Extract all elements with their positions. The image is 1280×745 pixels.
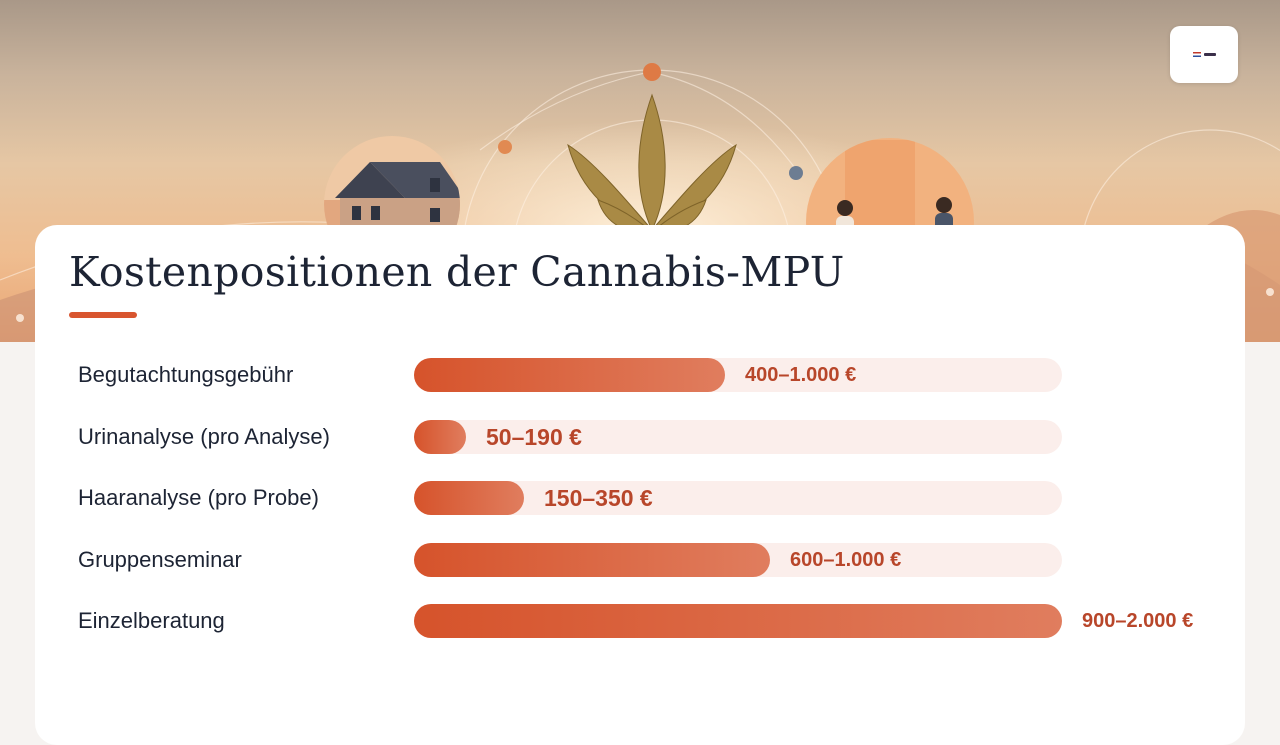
logo-wordmark bbox=[1203, 53, 1216, 56]
data-label: 400–1.000 € bbox=[745, 364, 857, 386]
bar bbox=[414, 542, 770, 577]
flag-icon bbox=[1192, 52, 1201, 57]
bar bbox=[414, 358, 725, 392]
cannabis-leaf-icon bbox=[567, 93, 737, 234]
bar-row: Haaranalyse (pro Probe) 150–350 € bbox=[0, 480, 1280, 516]
brand-logo-icon bbox=[1192, 52, 1216, 57]
bar bbox=[414, 481, 524, 515]
data-label: 900–2.000 € bbox=[1082, 610, 1194, 632]
bar bbox=[414, 419, 466, 454]
data-label: 600–1.000 € bbox=[790, 548, 902, 571]
chart-title: Kostenpositionen der Cannabis-MPU bbox=[69, 248, 845, 296]
title-underline bbox=[69, 312, 137, 318]
category-label: Begutachtungsgebühr bbox=[78, 362, 294, 387]
category-label: Haaranalyse (pro Probe) bbox=[78, 485, 319, 510]
bar-row: Einzelberatung 900–2.000 € bbox=[0, 603, 1280, 639]
category-label: Einzelberatung bbox=[78, 608, 225, 633]
bar-track bbox=[414, 419, 1062, 454]
bar bbox=[414, 604, 1062, 638]
data-label: 50–190 € bbox=[486, 423, 582, 450]
data-label: 150–350 € bbox=[544, 485, 653, 511]
brand-logo[interactable] bbox=[1170, 26, 1238, 83]
category-label: Urinanalyse (pro Analyse) bbox=[78, 423, 330, 449]
bar-row: Gruppenseminar 600–1.000 € bbox=[0, 542, 1280, 578]
bar-row: Urinanalyse (pro Analyse) 50–190 € bbox=[0, 419, 1280, 455]
bar-row: Begutachtungsgebühr 400–1.000 € bbox=[0, 357, 1280, 393]
category-label: Gruppenseminar bbox=[78, 546, 242, 572]
